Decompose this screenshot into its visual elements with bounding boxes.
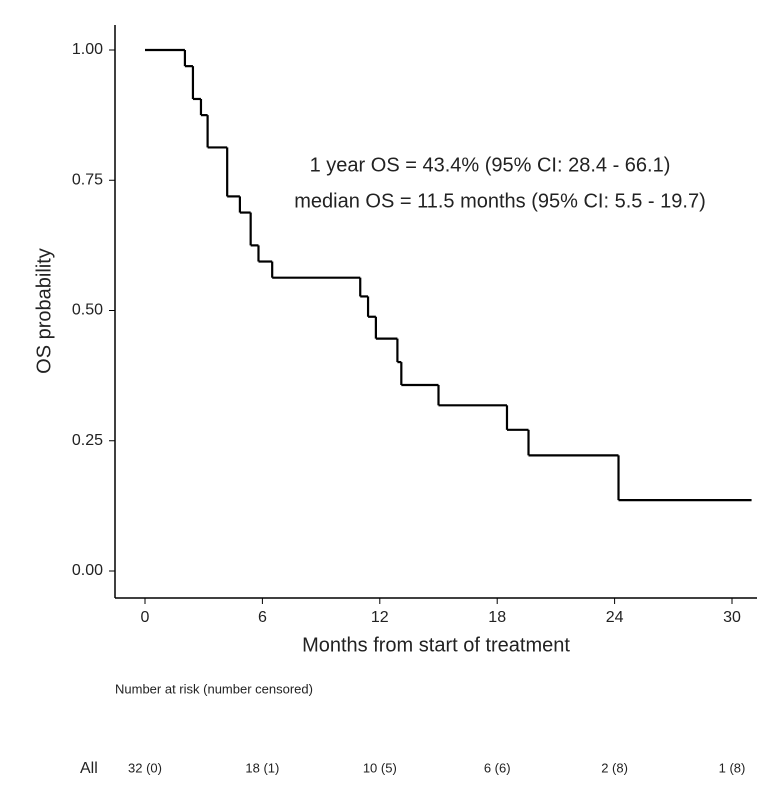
annotation: median OS = 11.5 months (95% CI: 5.5 - 1…: [294, 190, 706, 212]
x-tick-label: 12: [371, 609, 389, 626]
risk-count: 2 (8): [601, 760, 628, 775]
y-tick-label: 0.75: [72, 171, 103, 188]
risk-count: 32 (0): [128, 760, 162, 775]
x-tick-label: 0: [141, 609, 150, 626]
risk-count: 10 (5): [363, 760, 397, 775]
x-tick-label: 18: [488, 609, 506, 626]
y-axis-label: OS probability: [33, 248, 55, 374]
y-tick-label: 1.00: [72, 41, 103, 58]
x-axis-label: Months from start of treatment: [302, 634, 570, 656]
annotation: 1 year OS = 43.4% (95% CI: 28.4 - 66.1): [310, 154, 671, 176]
risk-count: 1 (8): [719, 760, 746, 775]
risk-count: 6 (6): [484, 760, 511, 775]
risk-table-title: Number at risk (number censored): [115, 681, 313, 696]
x-tick-label: 30: [723, 609, 741, 626]
y-tick-label: 0.00: [72, 562, 103, 579]
y-tick-label: 0.50: [72, 302, 103, 319]
risk-group: All: [80, 760, 98, 777]
x-tick-label: 24: [606, 609, 624, 626]
x-tick-label: 6: [258, 609, 267, 626]
y-tick-label: 0.25: [72, 432, 103, 449]
risk-count: 18 (1): [245, 760, 279, 775]
